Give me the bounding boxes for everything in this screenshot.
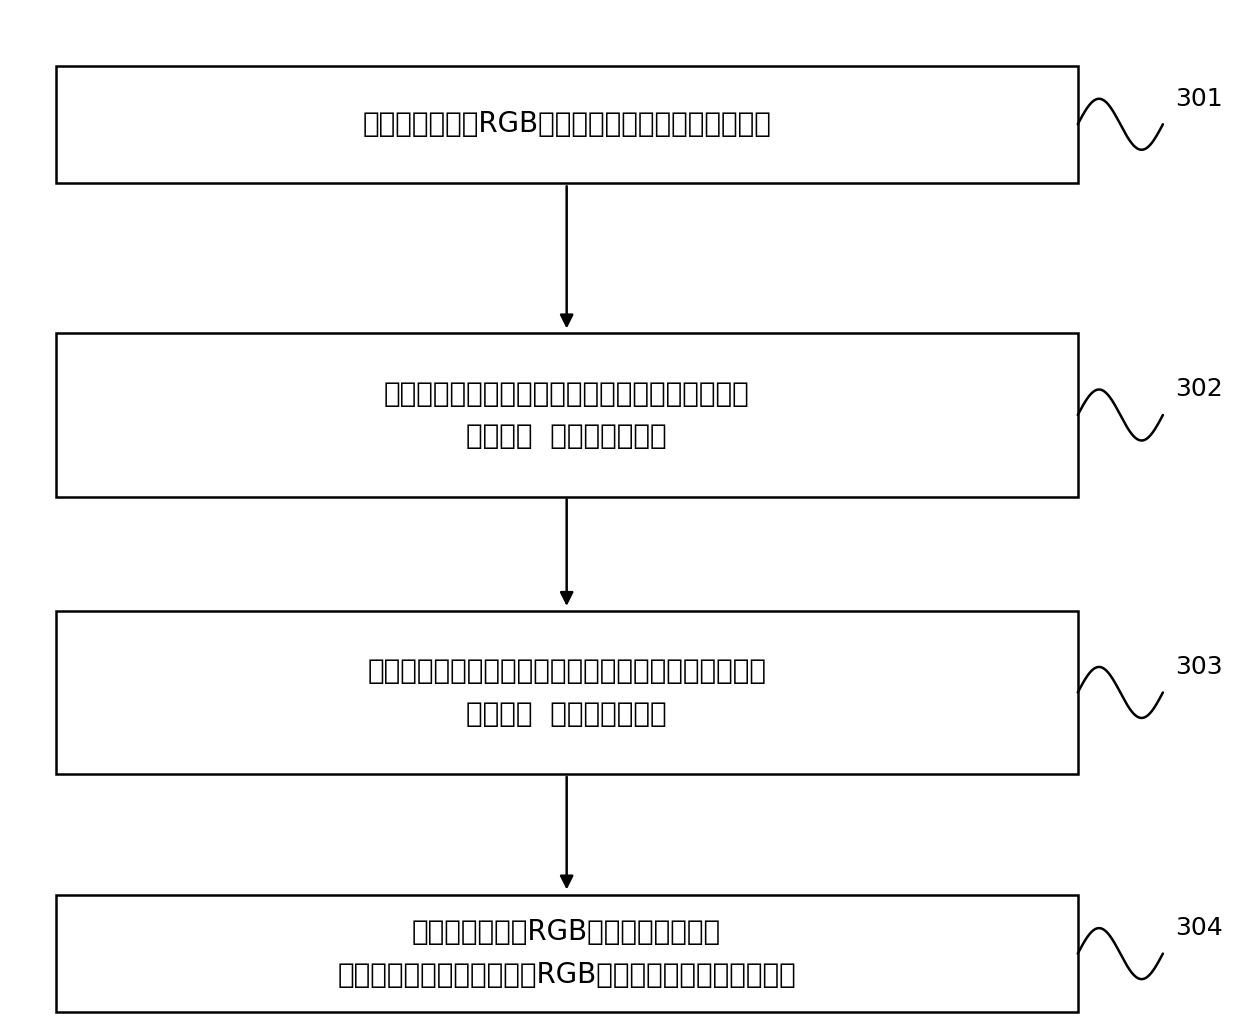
FancyBboxPatch shape [56, 611, 1078, 774]
Text: 301: 301 [1176, 87, 1223, 111]
FancyBboxPatch shape [56, 895, 1078, 1012]
Text: 302: 302 [1176, 377, 1223, 401]
Text: 获取各个通道的RGB灰度均值数据曲线对应的光波长: 获取各个通道的RGB灰度均值数据曲线对应的光波长 [362, 111, 771, 139]
FancyBboxPatch shape [56, 333, 1078, 496]
Text: 选取对于  氧合血红蛋白和: 选取对于 氧合血红蛋白和 [466, 423, 667, 451]
Text: 选取第一光波长对应通道的RGB灰度均值数据曲线和第二光: 选取第一光波长对应通道的RGB灰度均值数据曲线和第二光 [337, 961, 796, 990]
FancyBboxPatch shape [56, 65, 1078, 183]
Text: 304: 304 [1176, 916, 1223, 940]
Text: 还原血红蛋白吸收系数相差最大的光波长为第二光波长: 还原血红蛋白吸收系数相差最大的光波长为第二光波长 [367, 657, 766, 686]
Text: 波长对应通道的RGB灰度均值数据曲线: 波长对应通道的RGB灰度均值数据曲线 [412, 918, 722, 946]
Text: 选取对于  氧合血红蛋白和: 选取对于 氧合血红蛋白和 [466, 700, 667, 728]
Text: 303: 303 [1176, 655, 1223, 679]
Text: 还原血红蛋白吸收系数相近的光波长为第一光波长: 还原血红蛋白吸收系数相近的光波长为第一光波长 [384, 379, 749, 407]
